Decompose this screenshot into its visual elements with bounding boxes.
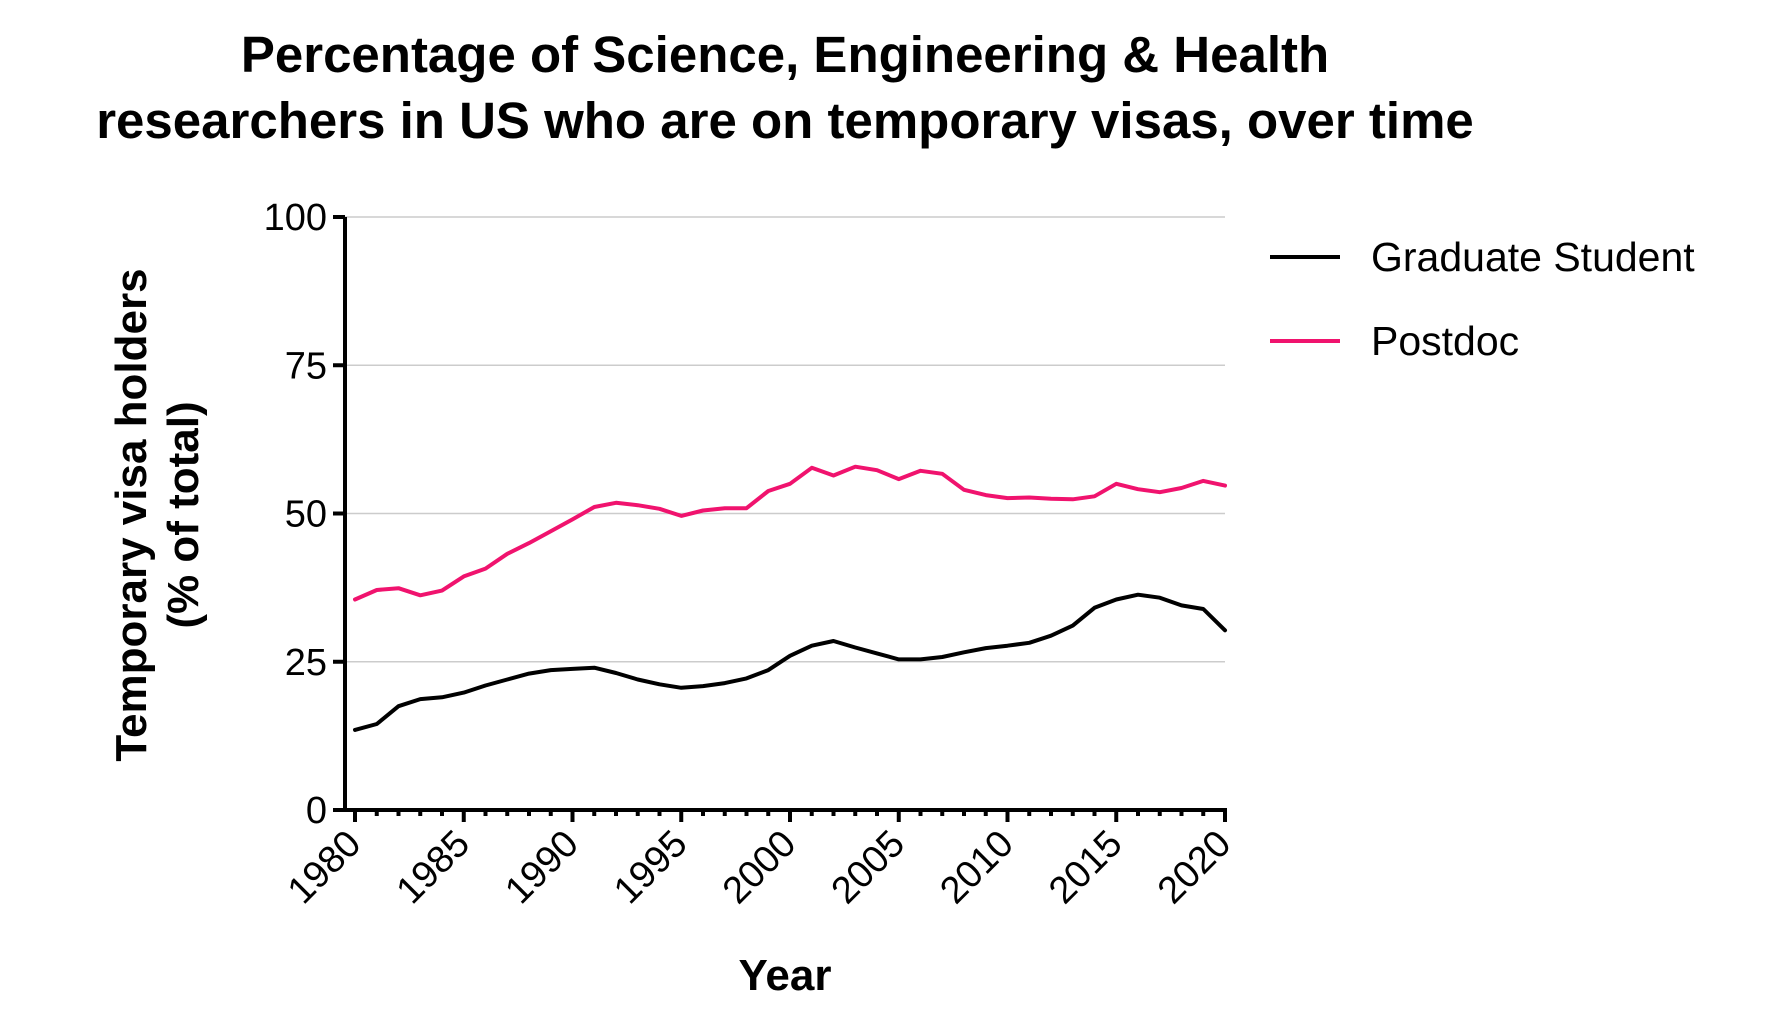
x-tick-label: 2010: [932, 823, 1021, 912]
legend-label-graduate-student: Graduate Student: [1371, 234, 1695, 280]
y-axis-label-line-1: Temporary visa holders: [107, 268, 156, 761]
y-tick-label: 0: [306, 790, 327, 832]
chart-title-line-2: researchers in US who are on temporary v…: [96, 92, 1474, 149]
x-tick-label: 1990: [497, 823, 586, 912]
x-tick-label: 2000: [715, 823, 804, 912]
x-tick-label: 1980: [280, 823, 369, 912]
y-axis-ticks: 0 25 50 75 100: [264, 197, 345, 832]
y-axis-label: Temporary visa holders (% of total): [107, 268, 208, 761]
legend: Graduate Student Postdoc: [1270, 234, 1695, 364]
x-tick-label: 1995: [606, 823, 695, 912]
series-line-postdoc: [353, 464, 1227, 602]
axes: [343, 217, 1227, 812]
series-line-graduate-student: [353, 592, 1227, 732]
chart-title: Percentage of Science, Engineering & Hea…: [96, 26, 1474, 149]
chart-title-line-1: Percentage of Science, Engineering & Hea…: [241, 26, 1329, 83]
y-tick-label: 75: [285, 345, 327, 387]
y-tick-label: 100: [264, 197, 327, 239]
x-tick-label: 2020: [1150, 823, 1239, 912]
y-axis-label-line-2: (% of total): [159, 401, 208, 628]
x-axis-label: Year: [739, 951, 832, 1000]
y-tick-label: 50: [285, 494, 327, 536]
gridlines: [345, 216, 1225, 663]
x-tick-label: 2015: [1041, 823, 1130, 912]
y-tick-label: 25: [285, 642, 327, 684]
series-layer: [353, 464, 1227, 732]
x-axis-ticks: 1980 1985 1990 1995 2000 2005 2010 2015 2020: [280, 810, 1239, 912]
x-tick-label: 2005: [824, 823, 913, 912]
legend-label-postdoc: Postdoc: [1371, 318, 1519, 364]
x-tick-label: 1985: [389, 823, 478, 912]
